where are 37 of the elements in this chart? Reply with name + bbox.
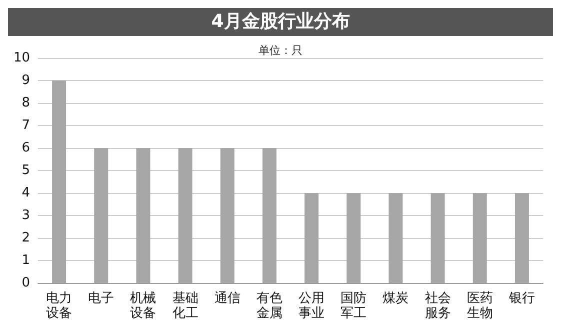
x-tick-label: 有色金属 [256,291,282,321]
bar [472,193,487,283]
bar [52,80,66,283]
y-tick-label: 3 [22,208,30,223]
bar [346,193,361,283]
y-tick-label: 2 [22,230,30,246]
y-tick-label: 8 [22,96,30,110]
x-tick-label: 社会服务 [424,291,451,321]
bar [178,148,192,283]
x-tick-label: 电力设备 [46,291,72,321]
bar [304,193,319,283]
bar [388,193,403,283]
x-tick-label: 公用事业 [298,291,325,321]
x-tick-label: 通信 [214,291,240,306]
y-tick-label: 9 [22,73,30,88]
y-tick-label: 6 [22,140,30,156]
chart-subtitle: 单位：只 [258,44,302,57]
bar [262,148,276,283]
x-tick-label: 煤炭 [382,291,409,306]
y-tick-label: 10 [13,50,30,66]
y-tick-label: 1 [22,253,30,268]
x-tick-label: 国防军工 [340,291,367,321]
bar [514,193,529,283]
x-tick-label: 医药生物 [466,291,493,321]
x-tick-label: 机械设备 [130,291,156,321]
x-tick-label: 银行 [508,291,535,306]
y-tick-label: 7 [22,118,30,133]
y-tick-label: 0 [22,276,30,290]
bar [430,193,445,283]
y-tick-label: 4 [22,186,30,200]
x-tick-label: 电子 [88,291,114,306]
bar [136,148,150,283]
chart-title: 4月金股行业分布 [8,8,553,36]
bar [220,148,234,283]
y-tick-label: 5 [22,163,30,178]
bar [94,148,108,283]
x-tick-label: 基础化工 [172,291,198,321]
